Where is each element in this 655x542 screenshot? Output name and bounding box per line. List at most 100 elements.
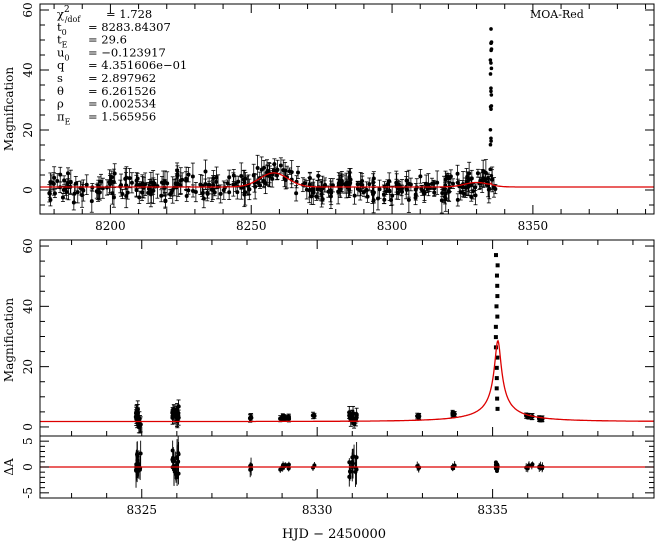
zoom-peak-point (495, 406, 500, 411)
top-data-point (406, 197, 411, 202)
top-data-point (355, 182, 360, 187)
top-data-point (387, 189, 392, 194)
residual-point (286, 465, 291, 470)
top-data-point (413, 187, 418, 192)
residual-y-axis-label: ΔA (2, 458, 16, 476)
zoom-data-point (280, 415, 286, 420)
top-data-point (52, 175, 57, 180)
fit-parameter-value: = 0.002534 (88, 97, 156, 111)
top-data-point (89, 199, 94, 204)
top-data-point (203, 169, 208, 174)
top-data-point (358, 188, 363, 193)
top-data-point (404, 178, 409, 183)
zoom-data-point (416, 414, 422, 419)
top-x-tick-label: 8250 (236, 219, 267, 233)
top-data-point (129, 180, 134, 185)
top-data-point (278, 163, 283, 168)
residual-point (281, 462, 286, 467)
top-data-point (253, 184, 258, 189)
residual-point (248, 467, 253, 472)
top-data-point (444, 174, 449, 179)
residual-point (527, 463, 532, 468)
top-data-point (381, 192, 386, 197)
zoom-peak-point (494, 386, 499, 391)
top-peak-point (489, 139, 493, 143)
top-data-point (205, 190, 210, 195)
top-peak-point (489, 89, 493, 94)
zoom-peak-point (495, 396, 500, 401)
top-data-point (275, 167, 280, 172)
fit-parameter-value: = −0.123917 (88, 45, 166, 59)
top-data-point (261, 178, 266, 183)
top-data-point (62, 178, 67, 183)
top-data-point (111, 195, 116, 200)
top-data-point (198, 182, 203, 187)
residual-point (310, 465, 315, 470)
residual-point (524, 465, 529, 470)
top-data-point (375, 196, 380, 201)
top-data-point (371, 198, 376, 203)
zoom-peak-point (494, 376, 499, 381)
top-data-point (267, 174, 272, 179)
top-data-point (258, 183, 263, 188)
top-data-point (274, 173, 279, 178)
top-data-point (143, 182, 148, 187)
zoom-data-point (133, 415, 139, 420)
top-data-point (247, 187, 252, 192)
residual-point (138, 451, 143, 456)
top-data-point (60, 195, 65, 200)
residual-x-tick-label: 8335 (477, 503, 508, 517)
top-data-point (134, 188, 139, 193)
fit-parameter: u0 (57, 45, 70, 62)
top-peak-point (489, 173, 494, 178)
top-data-point (124, 175, 129, 180)
top-peak-point (488, 58, 493, 62)
top-data-point (80, 187, 85, 192)
top-data-point (161, 181, 166, 186)
zoom-data-point (350, 415, 355, 420)
residual-point (171, 457, 176, 462)
zoom-data-point (176, 415, 181, 420)
zoom-data-point (286, 414, 291, 420)
top-data-point (399, 188, 404, 193)
residual-point (354, 455, 359, 460)
top-data-point (52, 191, 57, 196)
top-data-point (316, 173, 321, 178)
fit-parameter-list: χ2/dof = 1.728 t0 = 8283.84307 tE = 29.6 u0 = −… (57, 5, 187, 126)
top-data-point (467, 171, 472, 176)
top-data-point (385, 182, 390, 187)
top-model-curve (40, 172, 654, 188)
top-data-point (458, 190, 463, 195)
top-data-point (214, 175, 219, 180)
top-data-point (443, 196, 448, 201)
zoom-y-tick-label: 20 (21, 359, 35, 374)
fit-parameter-value: = 8283.84307 (88, 20, 171, 34)
top-peak-point (489, 41, 493, 45)
zoom-peak-point (493, 324, 498, 329)
top-data-point (140, 190, 145, 195)
zoom-model-curve (40, 339, 654, 423)
fit-parameter-value: = 29.6 (88, 33, 127, 47)
top-data-point (481, 176, 486, 181)
top-axis-ticks: 8200 8250 8300 8350 0 20 40 60 (21, 2, 654, 233)
top-data-point (137, 195, 142, 200)
top-y-tick-label: 60 (21, 2, 35, 17)
top-data-point (408, 182, 413, 187)
top-data-point (469, 194, 474, 199)
top-data-point (422, 191, 427, 196)
zoom-y-axis-label: Magnification (2, 298, 16, 382)
top-data-point (347, 180, 352, 185)
zoom-peak-point (494, 304, 499, 309)
top-y-axis-label: Magnification (2, 67, 16, 151)
top-peak-point (489, 66, 494, 71)
top-x-tick-label: 8300 (377, 219, 408, 233)
top-data-point (420, 188, 425, 193)
top-data-point (146, 186, 151, 191)
top-peak-point (488, 167, 493, 172)
top-peak-point (489, 93, 494, 97)
top-data-point (418, 174, 423, 179)
top-data-point (125, 190, 130, 195)
top-data-point (371, 180, 376, 185)
top-data-point (175, 173, 180, 178)
